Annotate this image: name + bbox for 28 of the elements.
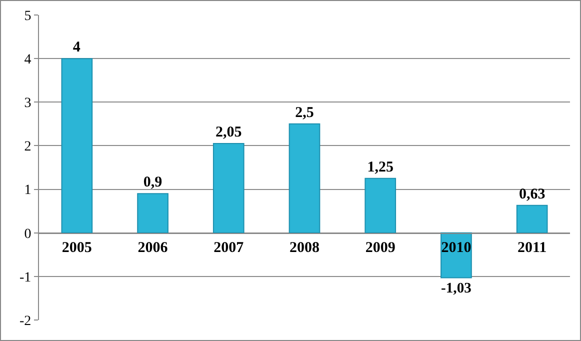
y-tick-label: 3	[24, 96, 32, 112]
bar	[61, 58, 93, 234]
x-tick-label: 2009	[365, 240, 396, 256]
bar	[137, 193, 168, 234]
data-label: 0,9	[143, 174, 162, 191]
y-tick-label: -1	[20, 270, 32, 286]
data-label: 2,05	[216, 124, 242, 141]
y-tick-label: 1	[24, 183, 32, 198]
x-tick-label: 2010	[441, 240, 472, 256]
data-label: -1,03	[441, 280, 472, 296]
y-tick-label: 4	[24, 52, 32, 68]
x-tick-label: 2005	[62, 240, 92, 256]
x-tick-label: 2006	[138, 240, 168, 256]
bar	[212, 143, 244, 234]
bar	[516, 204, 548, 234]
bar	[288, 123, 320, 234]
data-label: 1,25	[367, 159, 394, 176]
x-tick-label: 2008	[290, 240, 320, 256]
data-label: 2,5	[295, 104, 314, 121]
x-tick-label: 2011	[517, 240, 547, 256]
y-tick-label: 2	[24, 140, 32, 155]
y-tick-label: -2	[20, 314, 32, 329]
y-tick-label: 5	[24, 8, 32, 24]
y-tick-label: 0	[24, 226, 32, 242]
data-label: 4	[72, 40, 81, 56]
data-label: 0,63	[518, 186, 546, 202]
x-tick-label: 2007	[214, 240, 244, 256]
bar	[364, 178, 396, 234]
